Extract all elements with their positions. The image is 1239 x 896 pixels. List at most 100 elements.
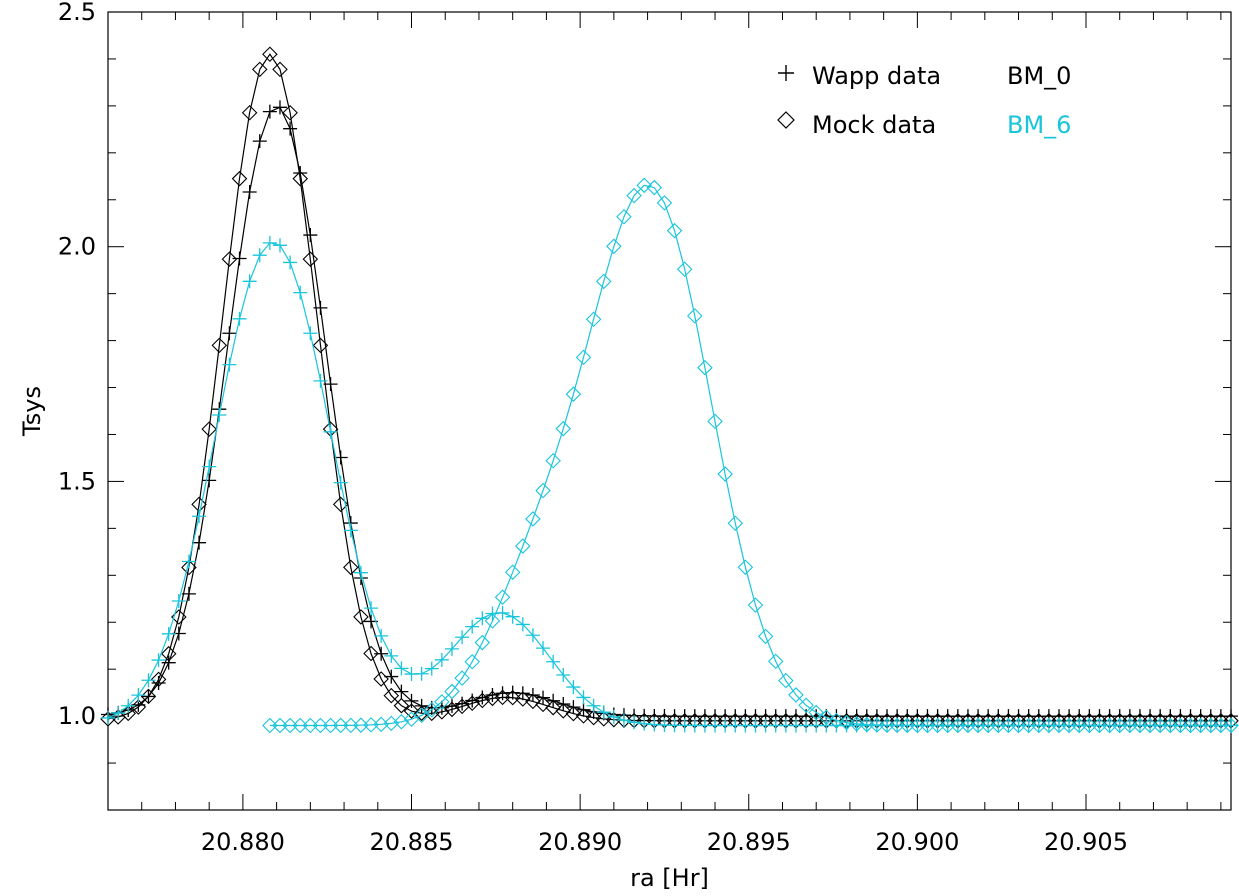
data-point-diamond (1071, 717, 1088, 734)
data-point-diamond (535, 482, 551, 499)
data-point-plus (161, 626, 176, 641)
data-point-diamond (272, 717, 288, 734)
data-point-diamond (939, 717, 956, 734)
data-point-plus (384, 669, 399, 684)
data-point-diamond (879, 717, 895, 734)
y-tick-label: 2.5 (58, 0, 96, 26)
data-point-diamond (312, 337, 329, 354)
data-point-diamond (585, 709, 602, 726)
data-point-plus (181, 554, 196, 569)
series-bm_6-plus (101, 235, 1238, 733)
series-line (107, 242, 1231, 727)
data-point-diamond (484, 613, 501, 629)
data-point-plus (252, 248, 267, 263)
data-point-diamond (343, 559, 359, 576)
data-point-diamond (687, 308, 703, 324)
series-bm_6-diamond (262, 177, 1239, 734)
data-point-diamond (727, 515, 744, 532)
data-point-plus (272, 238, 287, 253)
data-point-plus (606, 709, 621, 724)
x-axis-title: ra [Hr] (630, 864, 709, 892)
data-point-diamond (1111, 717, 1128, 734)
data-point-plus (627, 715, 642, 730)
series-line (107, 106, 1231, 717)
data-point-plus (202, 473, 217, 488)
data-point-diamond (1162, 717, 1179, 734)
data-point-diamond (1172, 717, 1189, 734)
data-point-plus (313, 373, 328, 388)
legend: Wapp data Mock data BM_0 BM_6 (777, 62, 1071, 139)
data-point-diamond (383, 715, 400, 732)
legend-diamond-marker (777, 111, 795, 129)
data-point-diamond (666, 222, 683, 239)
data-point-plus (272, 100, 287, 115)
series-bm_0-plus (101, 100, 1238, 724)
data-point-diamond (1041, 717, 1057, 734)
data-point-plus (222, 326, 237, 341)
data-point-diamond (444, 683, 460, 700)
data-point-diamond (150, 671, 167, 688)
data-point-plus (455, 630, 470, 645)
data-point-diamond (717, 466, 733, 482)
data-point-diamond (747, 597, 764, 613)
data-point-diamond (1000, 717, 1017, 734)
data-point-diamond (140, 688, 157, 705)
data-point-diamond (464, 695, 480, 712)
data-point-diamond (474, 692, 491, 709)
data-point-diamond (130, 699, 147, 715)
data-point-plus (566, 680, 581, 695)
y-tick-label: 1.5 (58, 467, 96, 495)
data-point-diamond (1213, 717, 1229, 734)
data-point-diamond (808, 704, 824, 721)
data-point-plus (111, 706, 126, 721)
data-point-plus (283, 121, 298, 136)
data-point-plus (323, 377, 338, 392)
data-point-plus (161, 655, 176, 670)
data-point-plus (262, 104, 277, 119)
data-point-plus (131, 688, 146, 703)
data-point-plus (424, 661, 439, 676)
data-point-diamond (575, 708, 592, 724)
series-line (269, 184, 1231, 727)
data-point-diamond (1101, 717, 1118, 734)
data-point-plus (101, 710, 115, 725)
data-point-diamond (828, 712, 845, 729)
legend-label-mock: Mock data (812, 111, 936, 139)
data-point-plus (505, 609, 520, 624)
data-point-diamond (1010, 717, 1027, 734)
data-point-plus (414, 666, 429, 681)
data-point-diamond (353, 609, 369, 625)
data-point-diamond (231, 170, 248, 187)
data-point-plus (333, 475, 348, 490)
data-point-diamond (181, 559, 197, 576)
data-point-diamond (555, 420, 572, 437)
data-point-diamond (262, 46, 278, 63)
data-point-plus (556, 667, 571, 682)
data-point-plus (141, 673, 156, 688)
data-point-diamond (211, 337, 228, 354)
data-point-diamond (889, 717, 905, 734)
data-point-diamond (1122, 717, 1138, 734)
data-point-plus (596, 705, 611, 720)
data-point-diamond (616, 208, 632, 225)
data-point-plus (262, 235, 277, 250)
data-point-plus (515, 686, 530, 701)
data-point-diamond (838, 714, 855, 731)
data-point-diamond (160, 645, 177, 662)
data-point-diamond (778, 672, 794, 689)
data-point-plus (353, 565, 368, 580)
data-point-diamond (241, 104, 258, 121)
data-point-diamond (504, 564, 521, 580)
data-point-diamond (606, 238, 622, 255)
data-point-diamond (292, 170, 309, 187)
data-point-diamond (1223, 717, 1239, 734)
data-point-plus (485, 687, 500, 702)
data-point-plus (181, 586, 196, 601)
y-axis-title: Tsys (18, 386, 46, 437)
data-point-diamond (980, 717, 996, 734)
data-point-diamond (869, 717, 885, 733)
data-point-plus (576, 690, 591, 705)
data-point-plus (323, 424, 338, 439)
data-point-diamond (383, 687, 400, 704)
data-point-plus (303, 228, 318, 243)
